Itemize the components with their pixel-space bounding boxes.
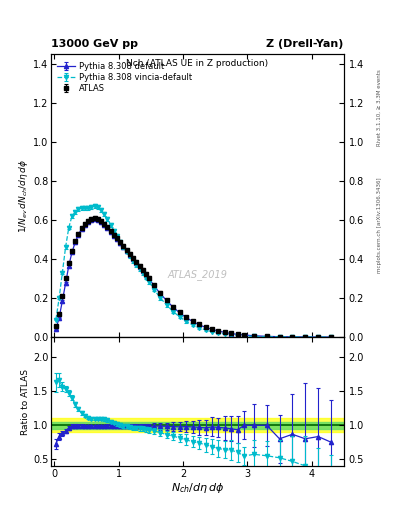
Legend: Pythia 8.308 default, Pythia 8.308 vincia-default, ATLAS: Pythia 8.308 default, Pythia 8.308 vinci… — [54, 59, 195, 96]
Bar — [51, 418, 344, 432]
Text: ATLAS_2019: ATLAS_2019 — [167, 269, 228, 280]
Text: 13000 GeV pp: 13000 GeV pp — [51, 38, 138, 49]
Text: Z (Drell-Yan): Z (Drell-Yan) — [266, 38, 344, 49]
Text: Nch (ATLAS UE in Z production): Nch (ATLAS UE in Z production) — [127, 59, 268, 69]
Y-axis label: $1/N_{ev}\,dN_{ch}/d\eta\,d\phi$: $1/N_{ev}\,dN_{ch}/d\eta\,d\phi$ — [17, 158, 30, 232]
X-axis label: $N_{ch}/d\eta\,d\phi$: $N_{ch}/d\eta\,d\phi$ — [171, 481, 224, 496]
Text: mcplots.cern.ch [arXiv:1306.3436]: mcplots.cern.ch [arXiv:1306.3436] — [377, 178, 382, 273]
Bar — [51, 422, 344, 429]
Text: Rivet 3.1.10, ≥ 3.3M events: Rivet 3.1.10, ≥ 3.3M events — [377, 69, 382, 146]
Y-axis label: Ratio to ATLAS: Ratio to ATLAS — [21, 369, 30, 435]
